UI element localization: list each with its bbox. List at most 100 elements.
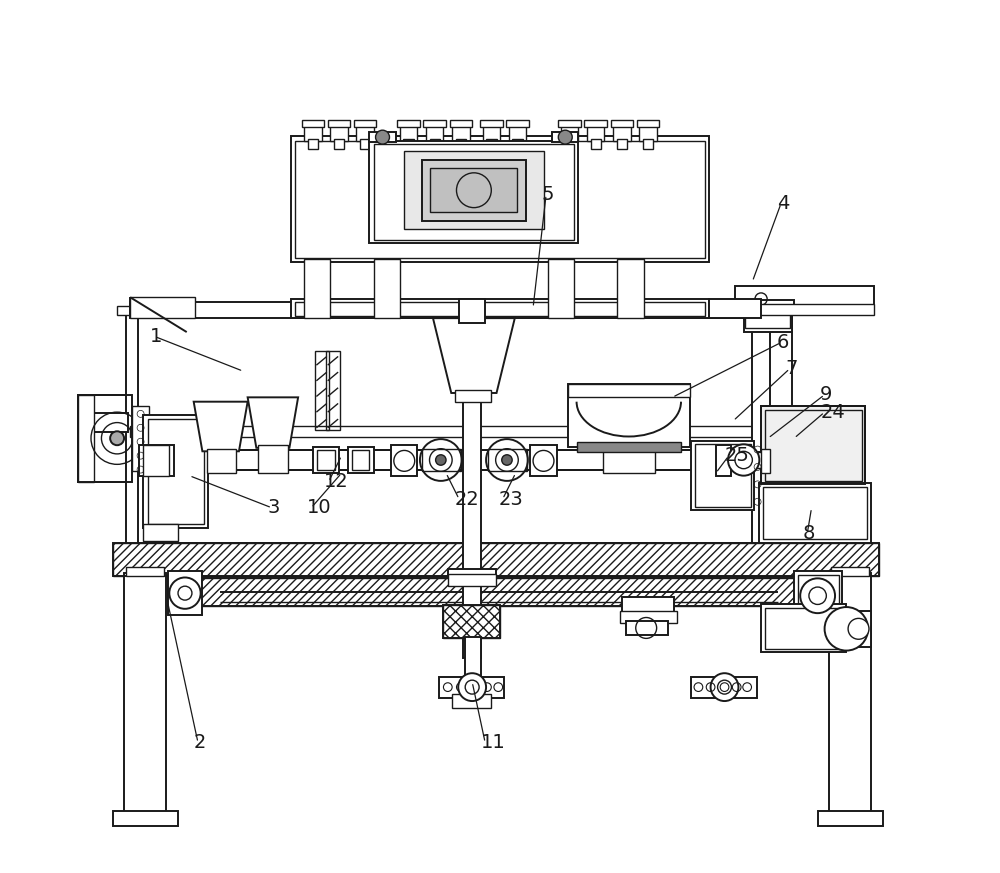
Bar [751, 299, 794, 310]
Circle shape [169, 577, 201, 608]
Text: 4: 4 [777, 194, 789, 213]
Bar [829, 574, 871, 815]
Bar [295, 141, 705, 258]
Bar [391, 445, 417, 476]
Bar [798, 574, 839, 615]
Bar [403, 139, 414, 149]
Bar [78, 395, 132, 482]
Bar [752, 300, 770, 543]
Bar [759, 484, 871, 543]
Bar [564, 139, 575, 149]
Bar [709, 299, 761, 318]
Bar [463, 312, 481, 658]
Bar [308, 139, 318, 149]
Circle shape [436, 455, 446, 465]
Bar [313, 447, 339, 473]
Bar [430, 168, 517, 212]
Bar [304, 123, 322, 141]
Bar [317, 450, 335, 470]
Circle shape [178, 586, 192, 600]
Circle shape [502, 455, 512, 465]
Bar [626, 621, 668, 635]
Bar [369, 132, 396, 142]
Bar [735, 286, 874, 307]
Circle shape [458, 673, 486, 701]
Bar [328, 120, 350, 127]
Text: 2: 2 [194, 733, 206, 753]
Text: 9: 9 [820, 385, 833, 404]
Text: 10: 10 [307, 498, 331, 518]
Bar [509, 123, 526, 141]
Bar [761, 604, 846, 652]
Bar [78, 395, 94, 482]
Circle shape [809, 587, 826, 604]
Bar [352, 450, 369, 470]
Bar [126, 307, 138, 543]
Bar [530, 445, 557, 476]
Bar [139, 445, 174, 476]
Bar [480, 120, 503, 127]
Bar [818, 811, 883, 827]
Text: 1: 1 [150, 327, 163, 346]
Bar [695, 444, 751, 507]
Polygon shape [194, 402, 248, 451]
Bar [354, 120, 376, 127]
Bar [691, 441, 754, 511]
Bar [603, 445, 655, 473]
Bar [439, 677, 504, 698]
Bar [512, 139, 523, 149]
Bar [143, 524, 178, 541]
Circle shape [486, 439, 528, 481]
Polygon shape [130, 298, 195, 318]
Bar [831, 567, 869, 575]
Circle shape [800, 578, 835, 613]
Text: 6: 6 [777, 333, 789, 352]
Bar [620, 610, 677, 622]
Bar [132, 406, 149, 471]
Circle shape [465, 680, 479, 694]
Bar [611, 120, 633, 127]
Bar [617, 139, 627, 149]
Bar [506, 120, 529, 127]
Bar [113, 543, 879, 575]
Bar [761, 449, 770, 473]
Bar [448, 574, 496, 586]
Bar [643, 139, 653, 149]
Bar [443, 605, 500, 638]
Bar [488, 449, 527, 471]
Bar [397, 120, 420, 127]
Bar [168, 578, 829, 606]
Bar [422, 160, 526, 221]
Text: 7: 7 [785, 359, 798, 378]
Bar [552, 132, 578, 142]
Bar [334, 139, 344, 149]
Circle shape [110, 431, 124, 445]
Bar [465, 636, 481, 678]
Bar [448, 569, 496, 577]
Bar [207, 449, 236, 473]
Bar [356, 123, 374, 141]
Bar [725, 452, 764, 468]
Bar [295, 302, 705, 316]
Polygon shape [433, 318, 515, 393]
Circle shape [728, 444, 759, 476]
Circle shape [430, 449, 452, 471]
Bar [761, 406, 865, 485]
Bar [291, 299, 709, 318]
Bar [130, 309, 792, 543]
Bar [126, 567, 164, 575]
Bar [591, 139, 601, 149]
Bar [78, 395, 132, 482]
Bar [691, 677, 757, 698]
Bar [113, 811, 178, 827]
Bar [168, 578, 829, 606]
Bar [369, 141, 578, 244]
Bar [568, 384, 690, 397]
Text: 12: 12 [324, 472, 349, 491]
Bar [130, 426, 792, 436]
Bar [452, 123, 470, 141]
Bar [716, 445, 731, 476]
Bar [315, 351, 329, 430]
Bar [744, 306, 792, 332]
Bar [639, 123, 657, 141]
